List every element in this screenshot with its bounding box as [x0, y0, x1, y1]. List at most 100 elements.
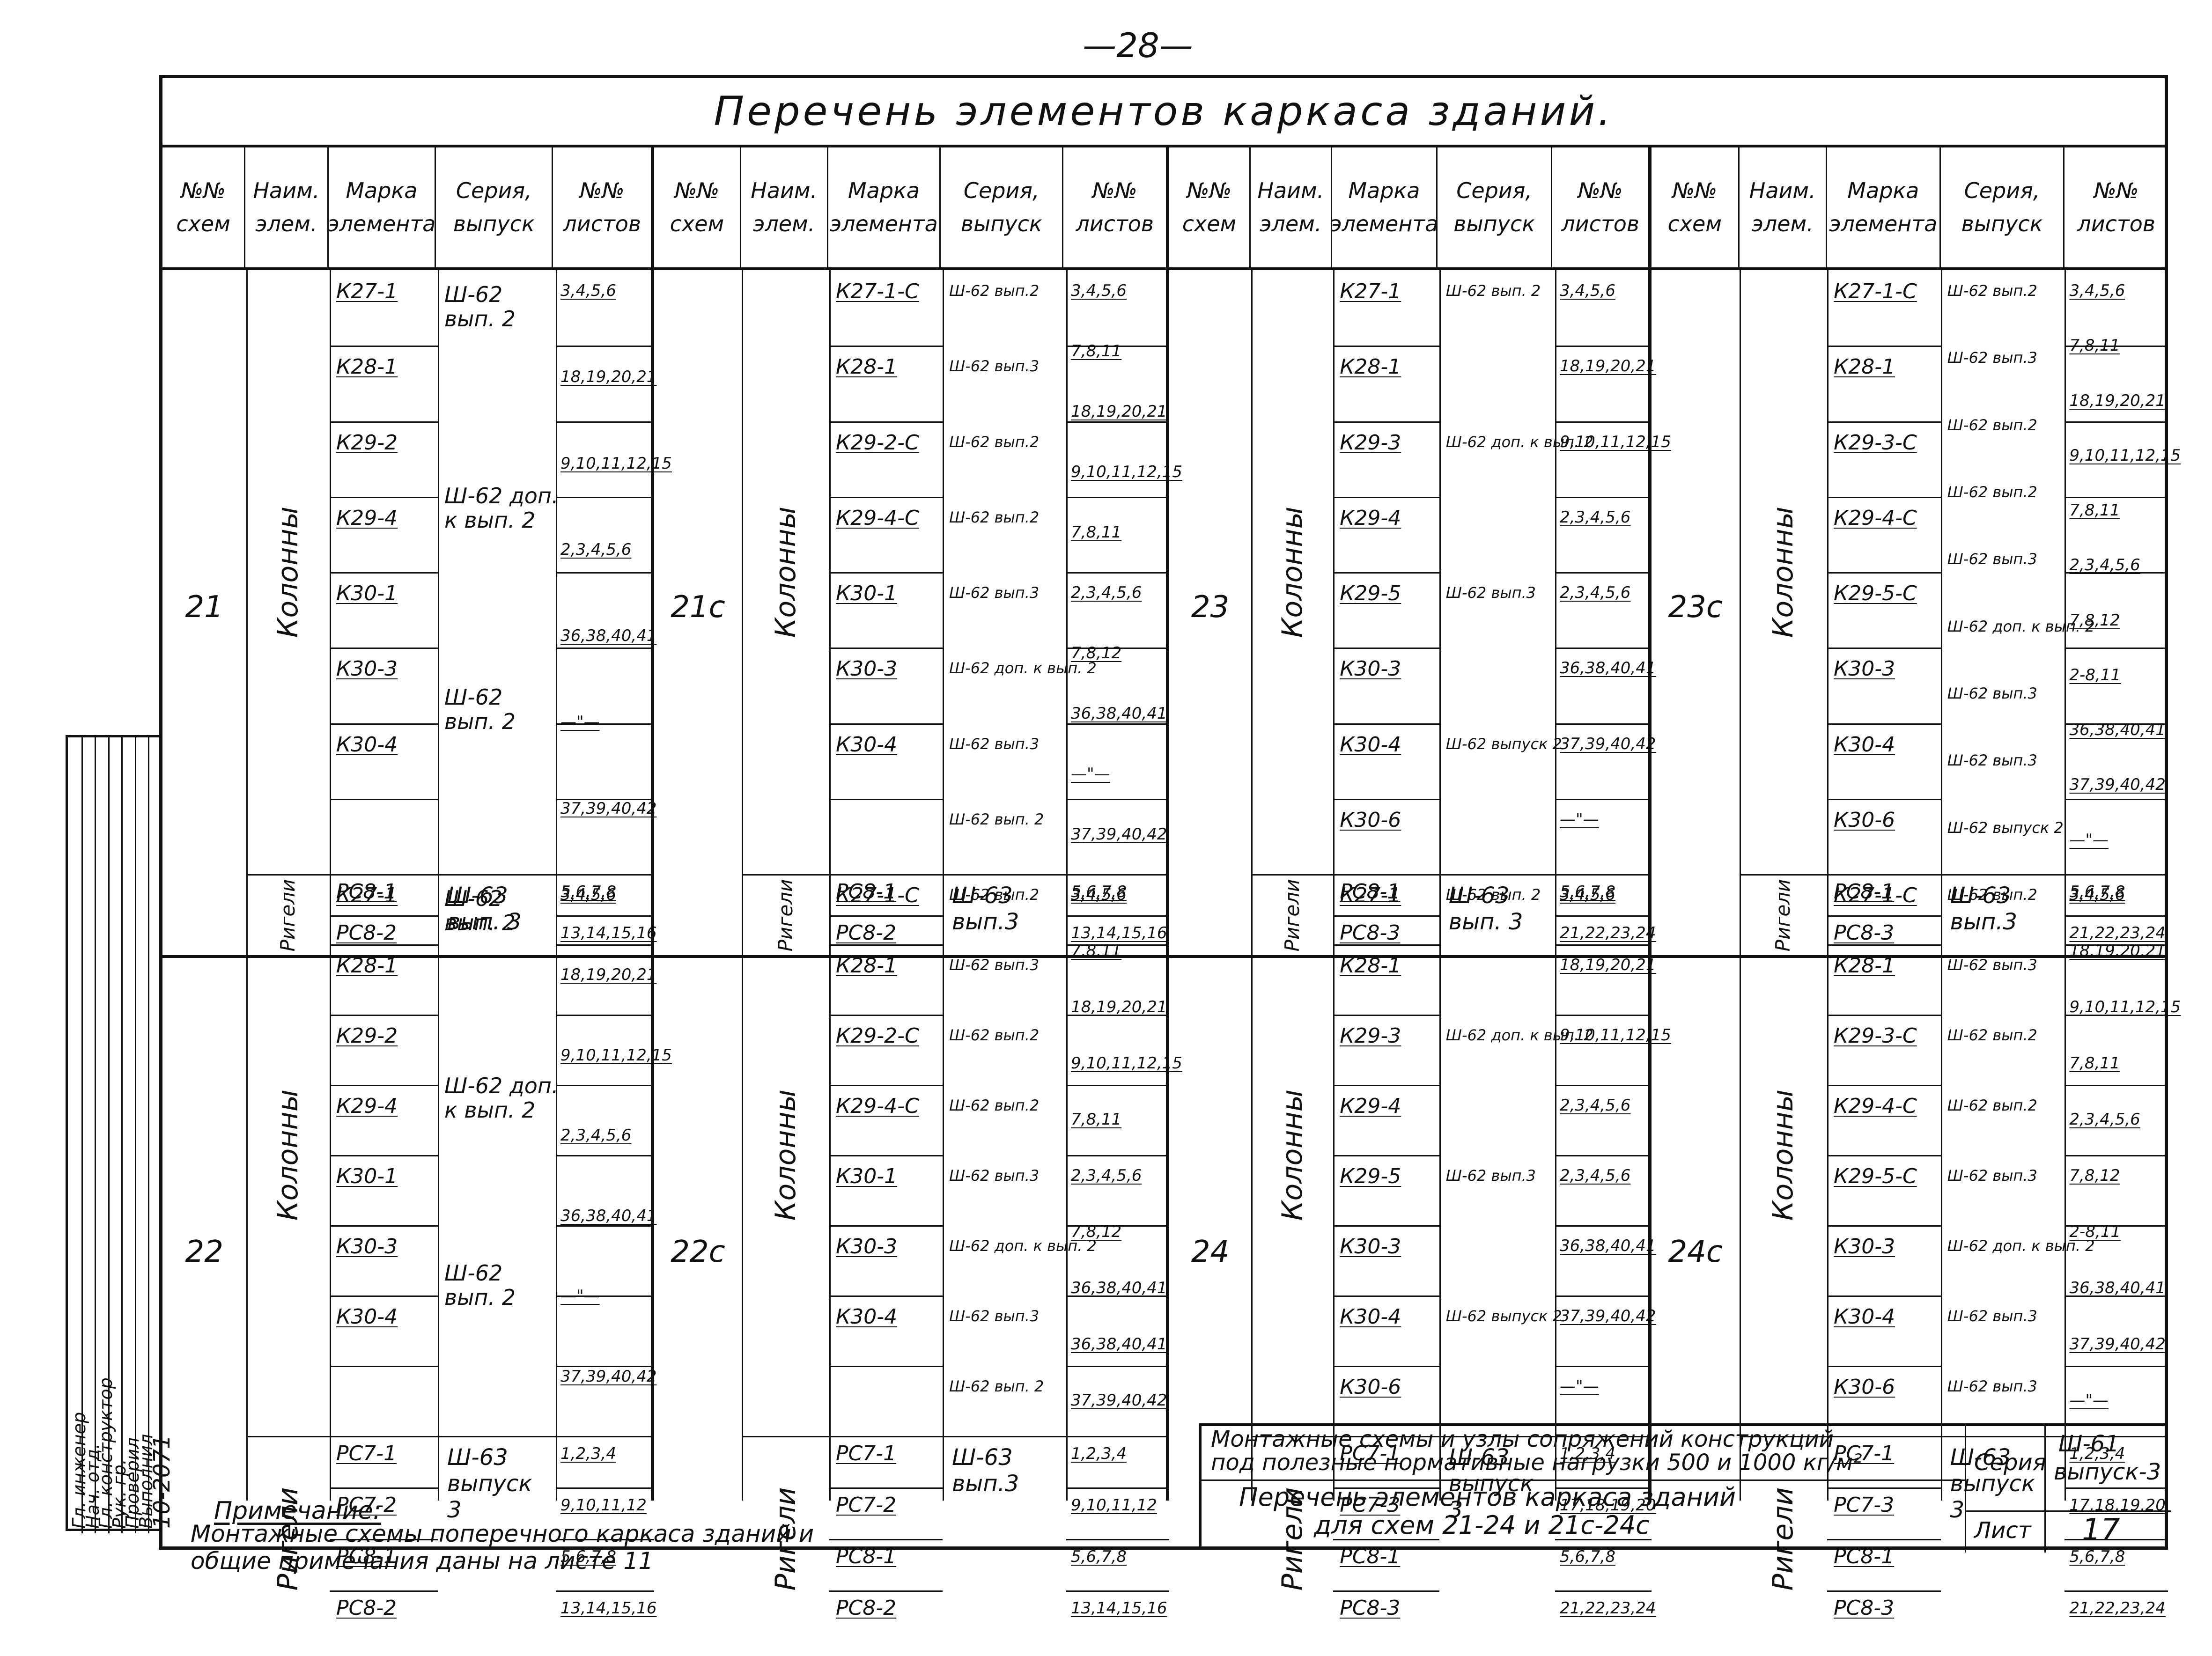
- sheet-numbers: 37,39,40,42: [2069, 775, 2166, 795]
- sheet-numbers: 2,3,4,5,6: [560, 540, 632, 559]
- row-divider: [2065, 1366, 2168, 1367]
- row-divider: [1555, 648, 1652, 649]
- element-mark: РС7-3: [1340, 1493, 1401, 1517]
- series-issue: Ш-62 выпуск 2: [1445, 735, 1562, 753]
- column-divider: [556, 270, 557, 1501]
- row-divider: [1555, 1366, 1652, 1367]
- element-mark: К30-3: [1834, 657, 1895, 681]
- element-mark: К27-1-С: [836, 280, 919, 303]
- element-mark: РС8-3: [1340, 1596, 1401, 1620]
- element-mark: К30-6: [1340, 1375, 1401, 1399]
- element-type-columns: Колонны: [1276, 506, 1309, 638]
- sheet-numbers: 7,8,11: [1071, 942, 1122, 960]
- header-scheme-line: №№: [1187, 177, 1232, 203]
- element-mark: К30-6: [1834, 808, 1895, 832]
- row-divider: [330, 496, 438, 498]
- row-divider: [1827, 1295, 1941, 1297]
- series-issue: Ш-62 вып.3: [1947, 684, 2037, 702]
- row-divider: [1827, 798, 1941, 800]
- series-issue: к вып. 2: [444, 1097, 536, 1123]
- element-mark: К30-3: [1834, 1235, 1895, 1259]
- header-scheme-line: №№: [1672, 177, 1718, 203]
- header-name: Наим. элем.: [741, 147, 828, 267]
- row-divider: [2065, 648, 2168, 649]
- row-divider: [1555, 1590, 1652, 1592]
- header-series-line: Серия,: [1456, 177, 1533, 203]
- series-issue: Ш-62 вып.2: [1947, 416, 2037, 434]
- row-divider: [2065, 723, 2168, 725]
- sheet-numbers: 2,3,4,5,6: [1560, 508, 1631, 527]
- sheet-numbers: 36,38,40,41: [560, 626, 657, 646]
- notes-area: Примечание: Монтажные схемы поперечного …: [162, 1497, 1202, 1575]
- row-divider: [1555, 915, 1652, 917]
- subblock-divider: [1251, 1436, 1652, 1437]
- row-divider: [829, 798, 943, 800]
- row-divider: [1333, 1085, 1439, 1086]
- header-sheets-line: №№: [1092, 177, 1137, 203]
- element-mark: РС7-2: [336, 1493, 397, 1517]
- header-series-line: выпуск: [960, 211, 1042, 236]
- header-sheets-line: №№: [1578, 177, 1623, 203]
- row-divider: [1066, 798, 1169, 800]
- element-mark: К30-1: [336, 581, 398, 605]
- row-divider: [1555, 1539, 1652, 1540]
- header-scheme-line: схем: [176, 211, 230, 236]
- sheet-numbers: 5,6,7,8: [2069, 1547, 2125, 1566]
- element-mark: К27-1: [336, 280, 398, 303]
- header-name-line: Наим.: [751, 177, 818, 203]
- header-mark: Марка элемента: [1332, 147, 1438, 267]
- series-issue: Ш-62 вып.3: [1947, 550, 2037, 568]
- series-issue: Ш-63: [1448, 1444, 1510, 1471]
- element-mark: К30-6: [1340, 808, 1401, 832]
- sheet-numbers: 7,8,12: [2069, 1166, 2120, 1185]
- sheet-numbers: 2,3,4,5,6: [1560, 1166, 1631, 1185]
- row-divider: [556, 1590, 654, 1592]
- element-mark: РС7-1: [836, 1442, 897, 1465]
- row-divider: [829, 648, 943, 649]
- sheet-numbers: 9,10,11,12,15: [1560, 432, 1671, 451]
- element-mark: РС8-3: [1834, 1596, 1895, 1620]
- header-series: Серия, выпуск: [1941, 147, 2065, 267]
- approval-stamp: Гл. инженер Нач. отд. Гл. конструктор Рук. …: [66, 735, 175, 1533]
- table-header-row: №№ схем Наим. элем. Марка элемента Серия, выпус…: [162, 147, 651, 270]
- sheet-numbers: 18,19,20,21: [1071, 402, 1167, 421]
- row-divider: [1555, 723, 1652, 725]
- series-issue: Ш-62 вып. 2: [1445, 886, 1541, 904]
- sheet-numbers: 37,39,40,42: [1071, 1391, 1167, 1410]
- element-mark: К28-1: [836, 954, 898, 978]
- sheet-numbers: 2-8,11: [2069, 1222, 2121, 1241]
- element-mark: К29-4: [1340, 506, 1401, 530]
- row-divider: [1555, 1155, 1652, 1156]
- element-type-columns: Колонны: [1767, 506, 1800, 638]
- sheet-numbers: 36,38,40,41: [1071, 704, 1167, 723]
- row-divider: [1555, 572, 1652, 574]
- row-divider: [1555, 1015, 1652, 1016]
- row-divider: [1066, 421, 1169, 423]
- series-issue: Ш-62 вып. 2: [949, 1377, 1044, 1395]
- element-mark: К29-3: [1340, 1024, 1401, 1048]
- series-issue: Ш-62 доп. к вып. 2: [1947, 617, 2095, 635]
- page-title: Перечень элементов каркаса зданий.: [714, 88, 1614, 135]
- series-issue: Ш-62 вып.2: [949, 508, 1040, 526]
- sheet-numbers: 36,38,40,41: [560, 1206, 657, 1225]
- element-mark: К27-1: [1340, 280, 1401, 303]
- sheet-numbers: 13,14,15,16: [560, 1599, 657, 1618]
- series-issue: Ш-62 вып.3: [949, 1167, 1040, 1185]
- row-divider: [1333, 1487, 1439, 1489]
- element-mark: К29-3: [1340, 430, 1401, 455]
- row-divider: [2065, 1295, 2168, 1297]
- element-mark: К28-1: [1834, 355, 1895, 379]
- header-mark: Марка элемента: [828, 147, 941, 267]
- sheet-numbers: 36,38,40,41: [1071, 1279, 1167, 1297]
- header-scheme: №№ схем: [162, 147, 246, 267]
- element-mark: К27-1-С: [836, 883, 919, 907]
- header-sheets-line: листов: [2077, 211, 2155, 236]
- title-block-sheet-title: Перечень элементов каркаса зданий: [1239, 1482, 1736, 1512]
- element-mark: К27-1: [1340, 883, 1401, 907]
- table-group: №№ схем Наим. элем. Марка элемента Серия, выпус…: [1169, 147, 1671, 1620]
- header-mark-line: Марка: [346, 177, 418, 203]
- row-divider: [1066, 1015, 1169, 1016]
- series-issue: вып. 2: [444, 910, 516, 935]
- row-divider: [829, 944, 943, 946]
- sheet-numbers: 21,22,23,24: [2069, 1599, 2166, 1618]
